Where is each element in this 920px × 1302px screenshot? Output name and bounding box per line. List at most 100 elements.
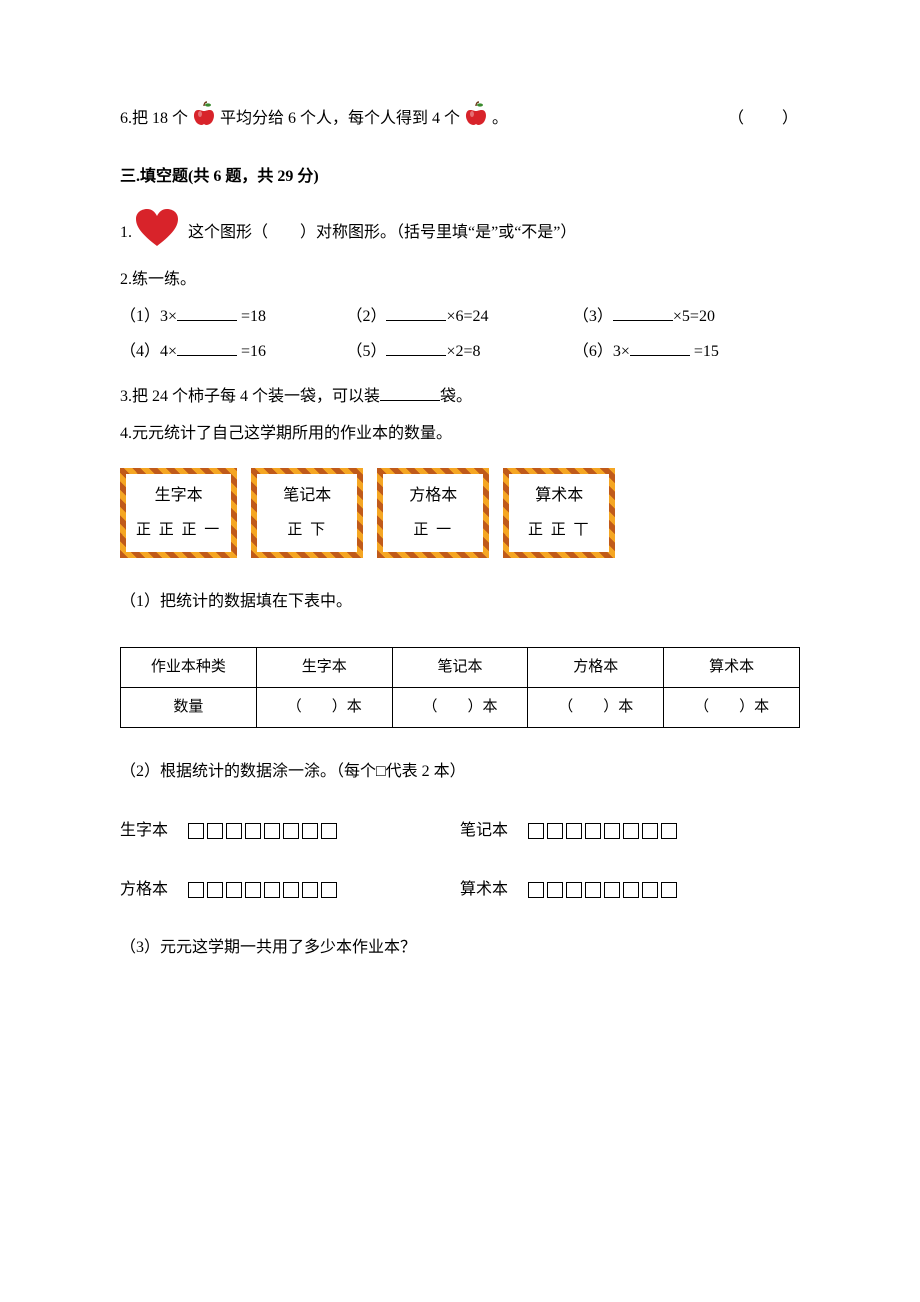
boxes-row: 方格本 算术本 [120, 876, 800, 905]
box-icon [226, 882, 242, 898]
boxes-row: 生字本 笔记本 [120, 817, 800, 846]
box-icon [604, 882, 620, 898]
tally-card: 生字本正 正 正 一 [120, 468, 237, 558]
boxes-label: 方格本 [120, 876, 168, 905]
blank [613, 304, 673, 321]
blank [386, 304, 446, 321]
boxes-group: 算术本 [460, 876, 800, 905]
s3q2-4-pre: （4）4× [120, 343, 177, 360]
s3q3-text: 3.把 24 个柿子每 4 个装一袋，可以装 [120, 388, 380, 405]
boxes-label: 算术本 [460, 876, 508, 905]
table-header-cell: 作业本种类 [121, 647, 257, 687]
section-3-title: 三.填空题(共 6 题，共 29 分) [120, 163, 800, 192]
s3q1-text: 这个图形（ ）对称图形。（括号里填“是”或“不是”） [188, 219, 576, 248]
blank [630, 339, 690, 356]
q6-t3: 。 [492, 105, 508, 134]
tally-card-name: 方格本 [393, 482, 473, 511]
boxes-label: 生字本 [120, 817, 168, 846]
heart-icon [134, 208, 180, 259]
boxes [188, 817, 340, 846]
s3q2-6-post: =15 [690, 343, 719, 360]
boxes-group: 生字本 [120, 817, 460, 846]
s3q3-tail: 袋。 [440, 388, 472, 405]
box-icon [547, 882, 563, 898]
s3q4-p1: （1）把统计的数据填在下表中。 [120, 588, 800, 617]
s3-q4-intro: 4.元元统计了自己这学期所用的作业本的数量。 [120, 420, 800, 449]
box-icon [585, 882, 601, 898]
table-data-row: 数量（ ）本（ ）本（ ）本（ ）本 [121, 687, 800, 727]
box-icon [642, 882, 658, 898]
tally-card: 笔记本正 下 [251, 468, 363, 558]
tally-cards: 生字本正 正 正 一笔记本正 下方格本正 一算术本正 正 丅 [120, 468, 800, 558]
q6-t1: 把 18 个 [132, 105, 188, 134]
apple-icon [190, 100, 218, 139]
s3q2-num: 2. [120, 271, 132, 288]
data-table: 作业本种类生字本笔记本方格本算术本 数量（ ）本（ ）本（ ）本（ ）本 [120, 647, 800, 728]
q6-num: 6. [120, 105, 132, 134]
s3q4-p3: （3）元元这学期一共用了多少本作业本？ [120, 934, 800, 963]
box-icon [661, 882, 677, 898]
s3q2-1-post: =18 [237, 308, 266, 325]
box-icon [623, 882, 639, 898]
blank [177, 339, 237, 356]
s3-q2-title: 2.练一练。 [120, 266, 800, 295]
table-header-cell: 笔记本 [392, 647, 528, 687]
s3q4-p2: （2）根据统计的数据涂一涂。（每个□代表 2 本） [120, 758, 800, 787]
box-icon [207, 882, 223, 898]
table-header-cell: 生字本 [256, 647, 392, 687]
table-cell: （ ）本 [664, 687, 800, 727]
boxes-area: 生字本 笔记本方格本 算术本 [120, 817, 800, 905]
boxes-group: 笔记本 [460, 817, 800, 846]
box-icon [245, 823, 261, 839]
box-icon [623, 823, 639, 839]
box-icon [264, 882, 280, 898]
box-icon [321, 882, 337, 898]
tally-card-marks: 正 正 正 一 [136, 517, 221, 544]
table-cell: （ ）本 [392, 687, 528, 727]
s3q2-5-post: ×2=8 [446, 343, 480, 360]
blank [177, 304, 237, 321]
box-icon [226, 823, 242, 839]
box-icon [188, 882, 204, 898]
table-cell: （ ）本 [256, 687, 392, 727]
box-icon [283, 823, 299, 839]
s3q2-row2: （4）4× =16 （5）×2=8 （6）3× =15 [120, 338, 800, 367]
s3q2-3-post: ×5=20 [673, 308, 715, 325]
table-header-row: 作业本种类生字本笔记本方格本算术本 [121, 647, 800, 687]
table-row-label: 数量 [121, 687, 257, 727]
box-icon [661, 823, 677, 839]
boxes [528, 817, 680, 846]
box-icon [188, 823, 204, 839]
s3q2-1-pre: （1）3× [120, 308, 177, 325]
s3q1-num: 1. [120, 219, 132, 248]
s3-q1: 1. 这个图形（ ）对称图形。（括号里填“是”或“不是”） [120, 208, 800, 259]
blank [380, 384, 440, 401]
box-icon [528, 882, 544, 898]
apple-icon [462, 100, 490, 139]
box-icon [283, 882, 299, 898]
box-icon [302, 882, 318, 898]
tally-card-name: 算术本 [519, 482, 599, 511]
box-icon [642, 823, 658, 839]
box-icon [604, 823, 620, 839]
s3q2-3-pre: （3） [573, 308, 613, 325]
tally-card: 方格本正 一 [377, 468, 489, 558]
box-icon [302, 823, 318, 839]
s3q2-5-pre: （5） [346, 343, 386, 360]
s3-q3: 3.把 24 个柿子每 4 个装一袋，可以装 袋。 [120, 383, 800, 412]
worksheet-page: 6. 把 18 个 平均分给 6 个人，每个人得到 4 个 [0, 0, 920, 1302]
q6-answer-paren: （ ） [728, 105, 800, 134]
box-icon [566, 882, 582, 898]
boxes [188, 876, 340, 905]
tally-card-name: 笔记本 [267, 482, 347, 511]
tally-card: 算术本正 正 丅 [503, 468, 615, 558]
box-icon [321, 823, 337, 839]
tally-card-marks: 正 正 丅 [519, 517, 599, 544]
s3q2-row1: （1）3× =18 （2）×6=24 （3）×5=20 [120, 303, 800, 332]
table-header-cell: 方格本 [528, 647, 664, 687]
s3q2-2-pre: （2） [346, 308, 386, 325]
boxes-label: 笔记本 [460, 817, 508, 846]
tally-card-name: 生字本 [136, 482, 221, 511]
s3q2-title-text: 练一练。 [132, 271, 196, 288]
boxes [528, 876, 680, 905]
